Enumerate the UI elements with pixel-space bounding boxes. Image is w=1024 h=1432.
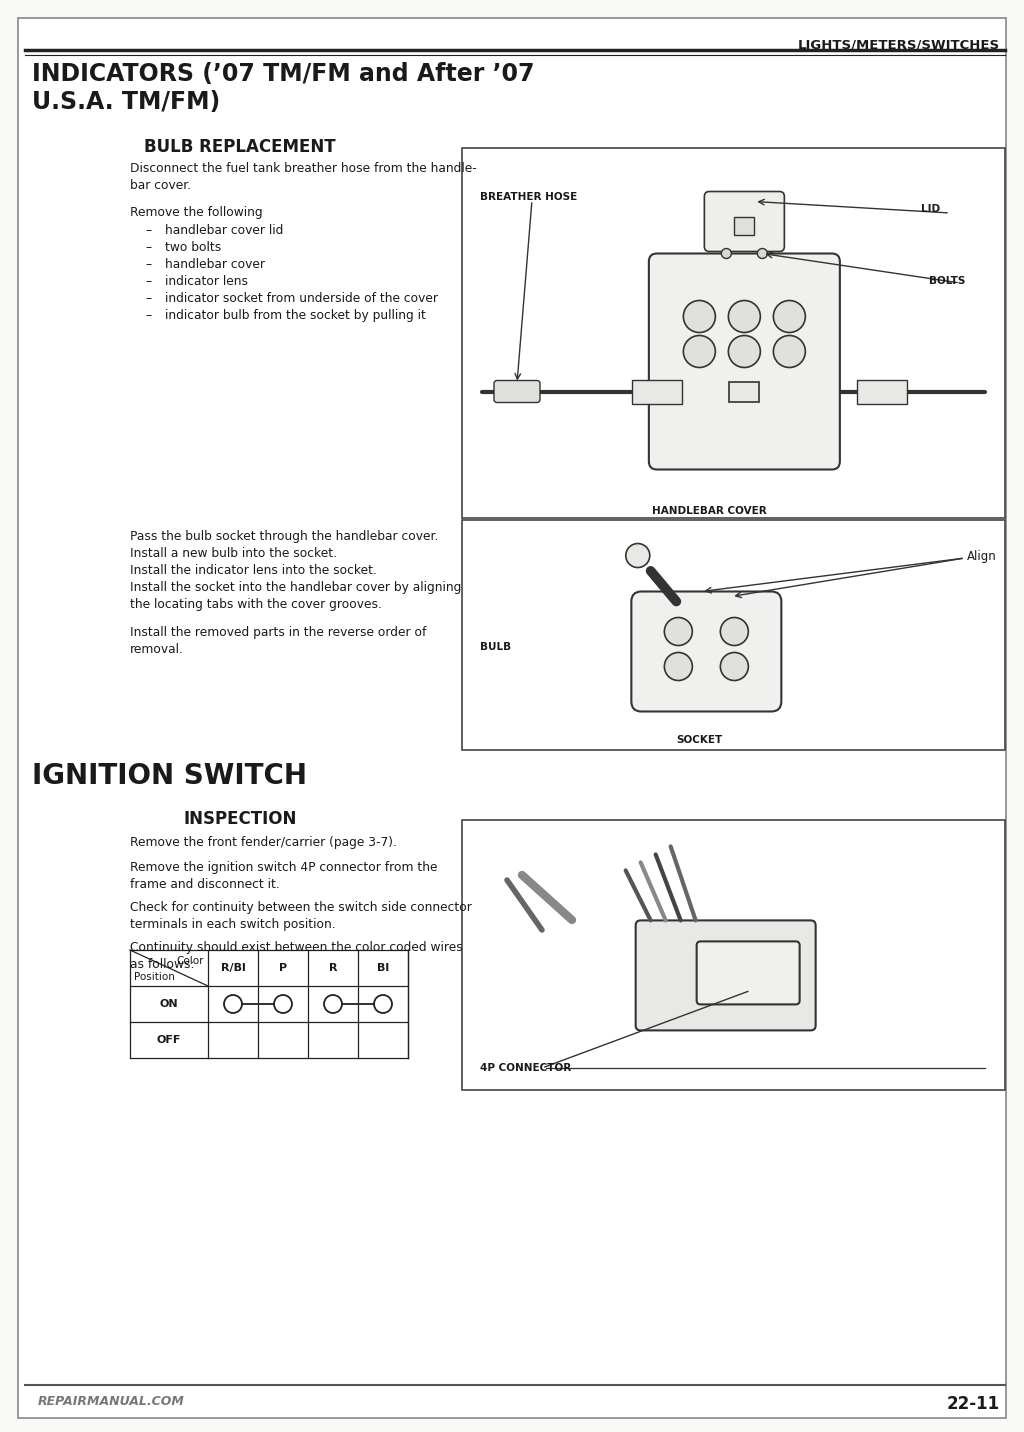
Circle shape (626, 544, 650, 567)
Text: Color: Color (176, 957, 204, 967)
Text: IGNITION SWITCH: IGNITION SWITCH (32, 762, 307, 790)
Circle shape (721, 249, 731, 259)
Text: BOLTS: BOLTS (929, 276, 965, 286)
Text: LID: LID (921, 203, 940, 213)
Text: Pass the bulb socket through the handlebar cover.: Pass the bulb socket through the handleb… (130, 530, 438, 543)
Circle shape (720, 617, 749, 646)
Text: indicator socket from underside of the cover: indicator socket from underside of the c… (165, 292, 438, 305)
Bar (462, 520, 1005, 750)
Text: 22-11: 22-11 (947, 1395, 1000, 1413)
Text: Disconnect the fuel tank breather hose from the handle-
bar cover.: Disconnect the fuel tank breather hose f… (130, 162, 477, 192)
Circle shape (274, 995, 292, 1012)
Text: Install the removed parts in the reverse order of
removal.: Install the removed parts in the reverse… (130, 626, 426, 656)
Circle shape (720, 653, 749, 680)
Text: handlebar cover: handlebar cover (165, 258, 265, 271)
Bar (462, 821, 1005, 1090)
Bar (632, 379, 682, 404)
Text: ON: ON (160, 1000, 178, 1010)
Circle shape (683, 301, 716, 332)
Text: –: – (145, 309, 152, 322)
Circle shape (683, 335, 716, 368)
Circle shape (728, 335, 761, 368)
Text: Check for continuity between the switch side connector
terminals in each switch : Check for continuity between the switch … (130, 901, 472, 931)
Text: BULB REPLACEMENT: BULB REPLACEMENT (144, 137, 336, 156)
Circle shape (665, 617, 692, 646)
Text: BULB: BULB (480, 642, 511, 652)
Text: –: – (145, 258, 152, 271)
Circle shape (773, 301, 805, 332)
Text: OFF: OFF (157, 1035, 181, 1045)
Text: –: – (145, 292, 152, 305)
Text: indicator bulb from the socket by pulling it: indicator bulb from the socket by pullin… (165, 309, 426, 322)
Circle shape (324, 995, 342, 1012)
FancyBboxPatch shape (636, 921, 816, 1031)
Text: Align: Align (967, 550, 996, 563)
Text: R/Bl: R/Bl (220, 962, 246, 972)
Bar (734, 216, 755, 235)
Text: R: R (329, 962, 337, 972)
Text: P: P (279, 962, 287, 972)
Circle shape (773, 335, 805, 368)
Text: INDICATORS (’07 TM/FM and After ’07
U.S.A. TM/FM): INDICATORS (’07 TM/FM and After ’07 U.S.… (32, 62, 535, 113)
Text: INSPECTION: INSPECTION (183, 811, 297, 828)
Text: 4P CONNECTOR: 4P CONNECTOR (480, 1063, 571, 1073)
Circle shape (728, 301, 761, 332)
FancyBboxPatch shape (632, 591, 781, 712)
Text: Remove the ignition switch 4P connector from the
frame and disconnect it.: Remove the ignition switch 4P connector … (130, 861, 437, 891)
Text: Install the indicator lens into the socket.: Install the indicator lens into the sock… (130, 564, 377, 577)
Text: –: – (145, 241, 152, 253)
Bar (462, 147, 1005, 518)
Circle shape (224, 995, 242, 1012)
Text: Remove the following: Remove the following (130, 206, 262, 219)
Text: SOCKET: SOCKET (676, 735, 723, 745)
Text: LIGHTS/METERS/SWITCHES: LIGHTS/METERS/SWITCHES (798, 39, 1000, 52)
Text: BREATHER HOSE: BREATHER HOSE (480, 192, 578, 202)
Text: –: – (145, 275, 152, 288)
Text: handlebar cover lid: handlebar cover lid (165, 223, 284, 238)
FancyBboxPatch shape (705, 192, 784, 252)
Text: HANDLEBAR COVER: HANDLEBAR COVER (652, 505, 767, 516)
Circle shape (758, 249, 767, 259)
FancyBboxPatch shape (649, 253, 840, 470)
Text: Bl: Bl (377, 962, 389, 972)
Text: Position: Position (134, 972, 175, 982)
Text: Continuity should exist between the color coded wires
as follows:: Continuity should exist between the colo… (130, 941, 463, 971)
Circle shape (374, 995, 392, 1012)
Circle shape (665, 653, 692, 680)
Bar (857, 379, 907, 404)
Text: indicator lens: indicator lens (165, 275, 248, 288)
Text: Install a new bulb into the socket.: Install a new bulb into the socket. (130, 547, 337, 560)
FancyBboxPatch shape (696, 941, 800, 1004)
FancyBboxPatch shape (494, 381, 540, 402)
Text: two bolts: two bolts (165, 241, 221, 253)
Bar (729, 381, 760, 401)
Text: Remove the front fender/carrier (page 3-7).: Remove the front fender/carrier (page 3-… (130, 836, 397, 849)
Text: –: – (145, 223, 152, 238)
Bar (130, 949, 408, 1058)
Text: REPAIRMANUAL.COM: REPAIRMANUAL.COM (38, 1395, 185, 1408)
Text: Install the socket into the handlebar cover by aligning
the locating tabs with t: Install the socket into the handlebar co… (130, 581, 462, 611)
